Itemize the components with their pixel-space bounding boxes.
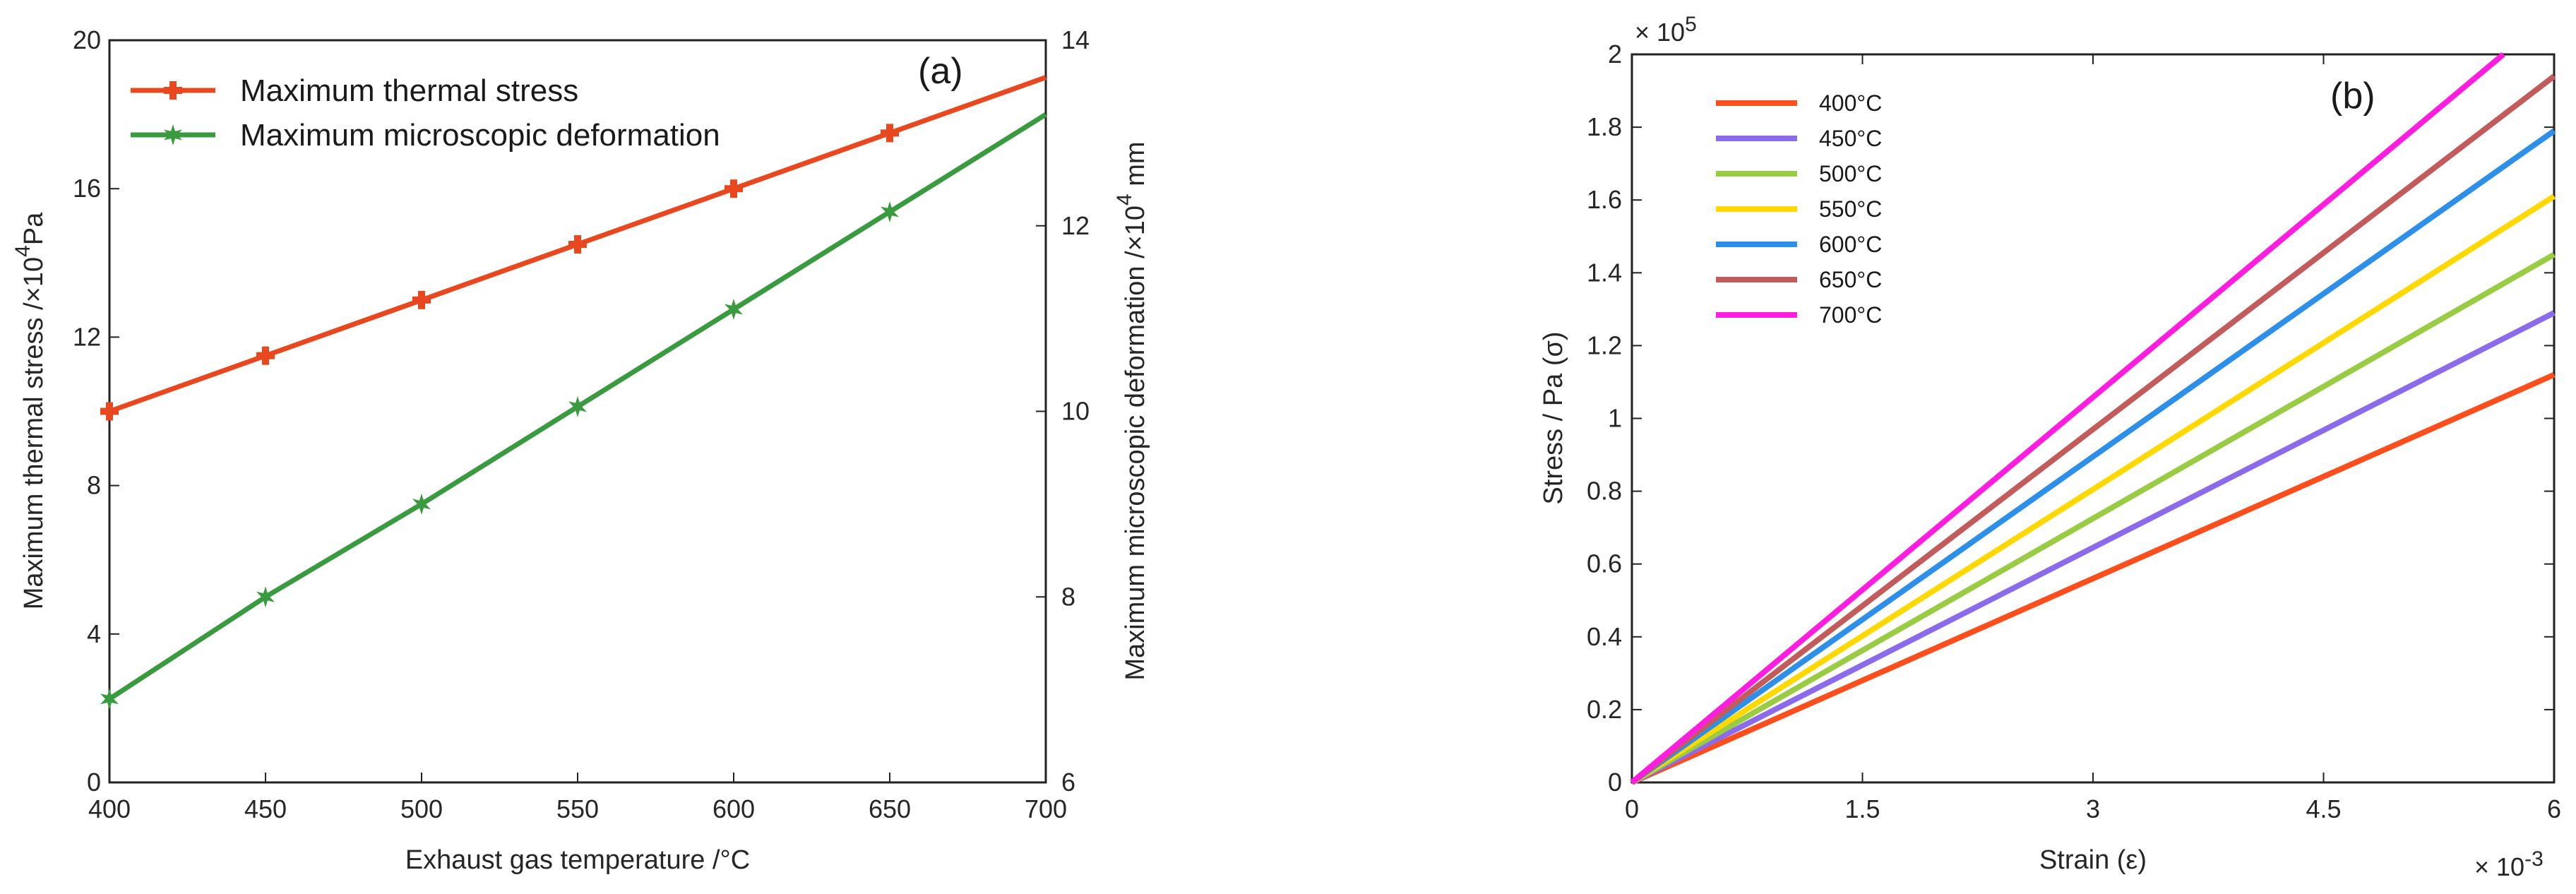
panel-b-y-tick-label: 0.4 <box>1587 622 1622 651</box>
panel-a-x-tick-label: 450 <box>244 794 287 823</box>
panel-b-y-axis-label-wrap: Stress / Pa (σ) <box>1539 331 1568 504</box>
series-line-600°C <box>1630 129 2556 785</box>
legend-marker-thermal-stress <box>164 81 182 100</box>
panel-a-y-left-tick-label: 20 <box>73 25 101 54</box>
panel-b-y-tick-label: 1.8 <box>1587 112 1622 141</box>
panel-b-x-tick-label: 3 <box>2086 794 2100 823</box>
panel-a-x-tick-label: 400 <box>88 794 131 823</box>
series-line-450°C <box>1630 310 2556 785</box>
panel-a-x-tick-label: 700 <box>1025 794 1067 823</box>
legend-label-700°C: 700°C <box>1819 302 1882 328</box>
panel-b-x-tick-label: 0 <box>1625 794 1639 823</box>
right-ylabel-prefix: Maximum microscopic deformation /×10 <box>1121 205 1150 681</box>
series-line-400°C <box>1630 371 2556 785</box>
panel-a-y-right-tick-label: 14 <box>1061 25 1090 54</box>
legend-marker-plus <box>164 81 182 100</box>
data-point-0-5 <box>881 124 899 143</box>
series-line-550°C <box>1630 193 2556 785</box>
panel-a-label: (a) <box>918 51 963 92</box>
panel-a-y-axis-label-left: Maximum thermal stress /×104Pa <box>11 212 49 609</box>
left-ylabel-exponent: 4 <box>11 245 35 257</box>
panel-a-y-left-tick-label: 4 <box>87 619 101 648</box>
panel-a-y-right-tick-label: 6 <box>1061 768 1075 797</box>
series-line-700°C <box>1630 52 2505 785</box>
panel-a-y-right-tick-label: 10 <box>1061 397 1090 426</box>
svg-text:Maximum thermal stress /×104Pa: Maximum thermal stress /×104Pa <box>11 212 49 609</box>
panel-b-y-tick-label: 0.2 <box>1587 695 1622 724</box>
data-point-0-3 <box>568 235 587 254</box>
panel-a-y-axis-label-right: Maximum microscopic deformation /×104 mm <box>1113 141 1150 680</box>
data-point-1-2 <box>412 493 431 515</box>
x-exponent-base: × 10 <box>2474 852 2524 881</box>
panel-b-x-tick-label: 4.5 <box>2306 794 2341 823</box>
panel-b-label: (b) <box>2330 76 2375 117</box>
data-point-0-2 <box>412 290 431 309</box>
panel-b-y-tick-label: 0.6 <box>1587 549 1622 578</box>
y-exponent-base: × 10 <box>1635 18 1685 47</box>
panel-b-series <box>1630 52 2556 785</box>
panel-a-x-tick-label: 600 <box>712 794 755 823</box>
right-ylabel-unit: mm <box>1121 141 1150 193</box>
legend-label-450°C: 450°C <box>1819 126 1882 151</box>
panel-b-x-tick-label: 1.5 <box>1844 794 1880 823</box>
panel-b-y-axis-label: Stress / Pa (σ) <box>1539 331 1568 504</box>
panel-a-y-left-tick-label: 12 <box>73 322 101 351</box>
left-ylabel-unit: Pa <box>19 212 49 245</box>
panel-a-x-tick-label: 550 <box>556 794 599 823</box>
panel-a-ticks: 400 450 500 550 600 650 700 0 4 8 12 16 20 6 8 10 12 14 <box>73 25 1090 823</box>
panel-a-chart: 400 450 500 550 600 650 700 0 4 8 12 16 20 6 8 10 12 14 (… <box>11 25 1150 875</box>
data-point-1-4 <box>724 299 743 320</box>
data-point-1-0 <box>100 688 119 710</box>
panel-b-y-tick-label: 0.8 <box>1587 477 1622 506</box>
data-point-1-1 <box>256 586 275 608</box>
legend-label-400°C: 400°C <box>1819 90 1882 116</box>
legend-marker-microscopic-deformation <box>164 124 182 145</box>
series-line-650°C <box>1630 73 2556 785</box>
data-point-1-5 <box>881 201 899 222</box>
right-ylabel-exponent: 4 <box>1113 193 1136 205</box>
panel-a-y-right-tick-label: 12 <box>1061 211 1090 240</box>
panel-a-x-tick-label: 650 <box>869 794 911 823</box>
panel-b-x-exponent: × 10-3 <box>2474 847 2544 881</box>
legend-label-600°C: 600°C <box>1819 232 1882 257</box>
panel-a-y-left-tick-label: 16 <box>73 174 101 203</box>
panel-b-y-tick-label: 1.2 <box>1587 330 1622 359</box>
panel-a-x-tick-label: 500 <box>400 794 443 823</box>
panel-b-x-axis-label: Strain (ε) <box>2039 845 2147 875</box>
series-line-500°C <box>1630 252 2556 785</box>
panel-a-y-right-tick-label: 8 <box>1061 582 1075 611</box>
x-exponent-power: -3 <box>2524 847 2544 871</box>
panel-b-y-tick-label: 2 <box>1608 40 1622 68</box>
left-ylabel-prefix: Maximum thermal stress /×10 <box>19 257 49 609</box>
svg-text:Maximum microscopic deformatio: Maximum microscopic deformation /×104 mm <box>1113 141 1150 680</box>
legend-label-microscopic-deformation: Maximum microscopic deformation <box>240 118 720 153</box>
panel-a-legend: Maximum thermal stress Maximum microscop… <box>131 73 720 153</box>
legend-label-thermal-stress: Maximum thermal stress <box>240 73 578 108</box>
panel-b-ticks: 0 1.5 3 4.5 6 0 0.2 0.4 0.6 0.8 1 1.2 1.4 1.6 1.8 2 <box>1587 40 2561 823</box>
panel-a-series <box>100 75 1047 710</box>
panel-a-y-left-tick-label: 8 <box>87 471 101 500</box>
panel-b-y-tick-label: 1.4 <box>1587 258 1622 287</box>
y-exponent-power: 5 <box>1685 13 1697 36</box>
panel-b-x-tick-label: 6 <box>2547 794 2561 823</box>
panel-b-y-exponent: × 105 <box>1635 13 1697 47</box>
panel-a-x-axis-label: Exhaust gas temperature /°C <box>405 845 750 875</box>
panel-b-y-tick-label: 1.6 <box>1587 185 1622 214</box>
panel-b-y-tick-label: 1 <box>1608 404 1622 433</box>
legend-marker-star <box>164 124 182 145</box>
panel-b-legend: 400°C 450°C 500°C 550°C 600°C 650°C 700°C <box>1716 90 1882 328</box>
legend-label-500°C: 500°C <box>1819 161 1882 186</box>
panel-b-y-tick-label: 0 <box>1608 768 1622 797</box>
data-point-0-4 <box>724 179 743 198</box>
legend-label-550°C: 550°C <box>1819 196 1882 222</box>
panel-b-chart: 0 1.5 3 4.5 6 0 0.2 0.4 0.6 0.8 1 1.2 1.4 1.6 1.8 2 (b)… <box>1539 13 2561 881</box>
panel-a-y-left-tick-label: 0 <box>87 768 101 797</box>
data-point-1-3 <box>568 395 587 417</box>
data-point-0-0 <box>100 402 119 421</box>
legend-label-650°C: 650°C <box>1819 267 1882 292</box>
data-point-0-1 <box>256 346 275 365</box>
